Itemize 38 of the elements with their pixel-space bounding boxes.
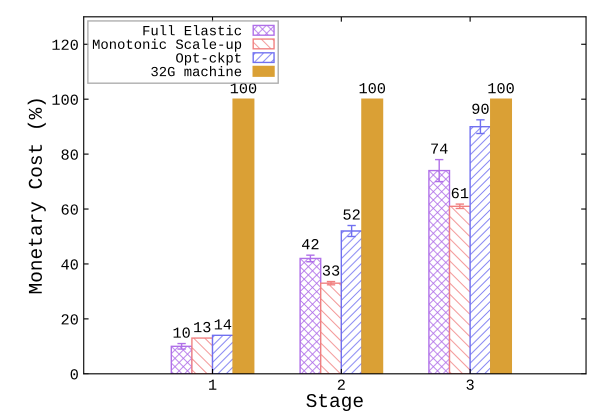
data-label: 42 <box>302 239 318 250</box>
bar <box>170 346 193 374</box>
bar <box>320 282 342 374</box>
y-tick-label: 40 <box>61 259 78 270</box>
legend-label: Full Elastic <box>143 25 242 36</box>
y-tick-label: 20 <box>62 314 78 325</box>
data-label: 10 <box>174 327 190 338</box>
y-tick-label: 100 <box>52 94 78 105</box>
data-label: 52 <box>343 209 360 220</box>
x-axis-title: Stage <box>306 394 363 412</box>
y-tick-label: 120 <box>52 40 78 50</box>
bar <box>448 206 471 374</box>
legend-label: Monotonic Scale-up <box>92 38 242 52</box>
bar <box>340 230 363 374</box>
y-tick-label: 0 <box>70 369 78 380</box>
data-label: 14 <box>214 319 232 330</box>
x-tick-label: 1 <box>209 380 216 390</box>
bar <box>212 334 234 374</box>
data-label: 100 <box>360 83 386 94</box>
x-tick-label: 3 <box>466 380 474 390</box>
data-label: 74 <box>431 144 448 154</box>
legend-label: Opt-ckpt <box>176 52 241 66</box>
data-label: 33 <box>322 265 340 276</box>
bar <box>191 337 214 374</box>
y-tick-label: 60 <box>62 204 78 215</box>
bar <box>361 98 384 374</box>
x-tick-label: 2 <box>338 380 345 390</box>
bar <box>232 98 254 374</box>
data-label: 100 <box>230 83 256 94</box>
data-label: 100 <box>488 83 514 94</box>
data-label: 13 <box>194 322 210 332</box>
y-axis-title: Monetary Cost (%) <box>28 99 46 294</box>
legend-label: 32G machine <box>151 66 242 76</box>
data-label: 61 <box>452 188 468 198</box>
bar <box>490 98 512 374</box>
bar <box>299 258 322 374</box>
data-label: 90 <box>472 104 489 114</box>
y-tick-label: 80 <box>62 149 78 160</box>
